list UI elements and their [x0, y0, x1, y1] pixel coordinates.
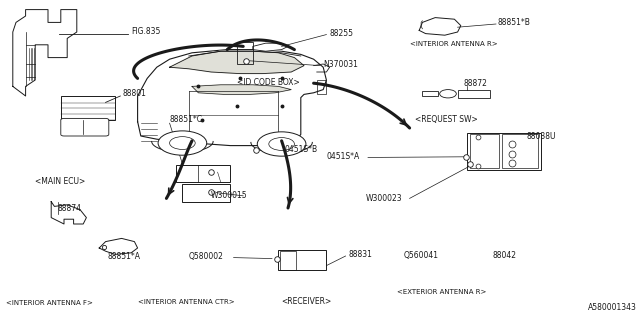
Text: <MAIN ECU>: <MAIN ECU> [35, 177, 86, 186]
Bar [317, 80, 326, 94]
Polygon shape [13, 10, 77, 96]
Text: 88851*A: 88851*A [108, 252, 141, 261]
Text: W300015: W300015 [211, 191, 248, 200]
Bar [182, 184, 230, 202]
Text: <RECEIVER>: <RECEIVER> [282, 297, 332, 306]
Bar [280, 251, 296, 270]
Bar [176, 165, 230, 182]
Bar [237, 42, 253, 64]
Text: <EXTERIOR ANTENNA R>: <EXTERIOR ANTENNA R> [397, 289, 486, 295]
Bar [458, 90, 490, 98]
Text: <REQUEST SW>: <REQUEST SW> [415, 115, 477, 124]
Text: <INTERIOR ANTENNA CTR>: <INTERIOR ANTENNA CTR> [138, 299, 234, 305]
Text: W300023: W300023 [366, 194, 403, 203]
Polygon shape [192, 85, 291, 94]
Text: 0451S*A: 0451S*A [326, 152, 360, 161]
Text: FIG.835: FIG.835 [131, 27, 161, 36]
Text: 88831: 88831 [349, 250, 372, 259]
Circle shape [170, 137, 195, 149]
Bar [470, 134, 499, 168]
Polygon shape [138, 50, 326, 146]
Text: 88038U: 88038U [526, 132, 556, 141]
Bar [61, 96, 115, 120]
Text: 0451S*B: 0451S*B [285, 145, 318, 154]
Polygon shape [99, 238, 138, 254]
Circle shape [158, 131, 207, 155]
Text: Q580002: Q580002 [189, 252, 223, 261]
Bar [278, 250, 326, 270]
Polygon shape [253, 43, 288, 51]
Bar [467, 133, 541, 170]
Text: 88255: 88255 [330, 28, 354, 37]
Text: 88874: 88874 [58, 204, 82, 213]
Text: 88851*B: 88851*B [498, 18, 531, 27]
Polygon shape [51, 202, 86, 224]
Text: N370031: N370031 [323, 60, 358, 68]
Text: <INTERIOR ANTENNA R>: <INTERIOR ANTENNA R> [410, 41, 497, 47]
Circle shape [440, 90, 456, 98]
Text: A580001343: A580001343 [588, 303, 637, 312]
Polygon shape [419, 18, 461, 35]
Circle shape [269, 138, 294, 150]
FancyBboxPatch shape [61, 118, 109, 136]
Text: Q560041: Q560041 [403, 251, 438, 260]
Circle shape [257, 132, 306, 156]
Bar [502, 134, 538, 168]
Text: 88042: 88042 [493, 251, 517, 260]
Text: <ID CODE BOX>: <ID CODE BOX> [237, 78, 300, 87]
Text: 88801: 88801 [123, 89, 147, 98]
Text: <INTERIOR ANTENNA F>: <INTERIOR ANTENNA F> [6, 300, 93, 306]
Polygon shape [170, 51, 304, 74]
Text: 88872: 88872 [464, 79, 488, 88]
Text: 88851*C: 88851*C [170, 115, 203, 124]
Bar [422, 91, 438, 96]
